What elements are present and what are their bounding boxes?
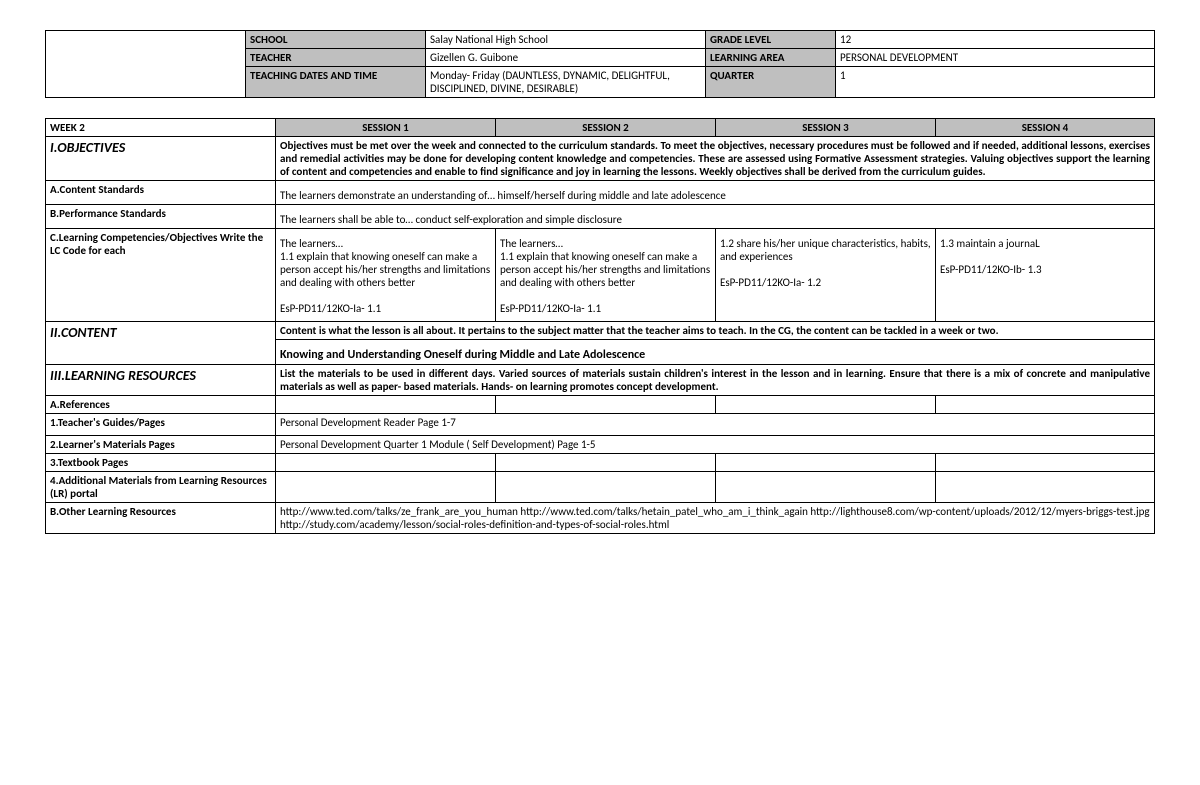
other-resources-label: B.Other Learning Resources: [46, 503, 276, 534]
week-label: WEEK 2: [46, 119, 276, 137]
additional-materials-label: 4.Additional Materials from Learning Res…: [46, 472, 276, 503]
references-s1: [276, 396, 496, 414]
competency-s1: The learners… 1.1 explain that knowing o…: [276, 229, 496, 322]
competencies-label: C.Learning Competencies/Objectives Write…: [46, 229, 276, 322]
references-s2: [496, 396, 716, 414]
session-1: SESSION 1: [276, 119, 496, 137]
session-3: SESSION 3: [716, 119, 936, 137]
resources-header: III.LEARNING RESOURCES: [46, 365, 276, 396]
additional-s2: [496, 472, 716, 503]
objectives-header: I.OBJECTIVES: [46, 137, 276, 181]
references-s3: [716, 396, 936, 414]
session-2: SESSION 2: [496, 119, 716, 137]
textbook-label: 3.Textbook Pages: [46, 454, 276, 472]
school-value: Salay National High School: [426, 31, 706, 49]
learners-materials-label: 2.Learner's Materials Pages: [46, 436, 276, 454]
content-header: II.CONTENT: [46, 322, 276, 365]
resources-note: List the materials to be used in differe…: [276, 365, 1155, 396]
main-table: WEEK 2 SESSION 1 SESSION 2 SESSION 3 SES…: [45, 118, 1155, 534]
textbook-s3: [716, 454, 936, 472]
teachers-guide-text: Personal Development Reader Page 1-7: [276, 414, 1155, 436]
performance-standards-text: The learners shall be able to… conduct s…: [276, 205, 1155, 229]
content-standards-label: A.Content Standards: [46, 181, 276, 205]
area-label: LEARNING AREA: [706, 49, 836, 67]
content-note: Content is what the lesson is all about.…: [276, 322, 1155, 340]
header-table: SCHOOL Salay National High School GRADE …: [45, 30, 1155, 98]
dates-value: Monday- Friday (DAUNTLESS, DYNAMIC, DELI…: [426, 67, 706, 98]
other-resources-text: http://www.ted.com/talks/ze_frank_are_yo…: [276, 503, 1155, 534]
textbook-s2: [496, 454, 716, 472]
area-value: PERSONAL DEVELOPMENT: [836, 49, 1155, 67]
grade-value: 12: [836, 31, 1155, 49]
teacher-value: Gizellen G. Guibone: [426, 49, 706, 67]
session-4: SESSION 4: [936, 119, 1155, 137]
textbook-s1: [276, 454, 496, 472]
content-standards-text: The learners demonstrate an understandin…: [276, 181, 1155, 205]
header-blank: [46, 31, 246, 98]
additional-s1: [276, 472, 496, 503]
competency-s4: 1.3 maintain a journaL EsP-PD11/12KO-Ib-…: [936, 229, 1155, 322]
dates-label: TEACHING DATES AND TIME: [246, 67, 426, 98]
content-title: Knowing and Understanding Oneself during…: [276, 340, 1155, 365]
references-label: A.References: [46, 396, 276, 414]
additional-s4: [936, 472, 1155, 503]
objectives-note: Objectives must be met over the week and…: [276, 137, 1155, 181]
grade-label: GRADE LEVEL: [706, 31, 836, 49]
quarter-label: QUARTER: [706, 67, 836, 98]
school-label: SCHOOL: [246, 31, 426, 49]
teachers-guide-label: 1.Teacher's Guides/Pages: [46, 414, 276, 436]
performance-standards-label: B.Performance Standards: [46, 205, 276, 229]
textbook-s4: [936, 454, 1155, 472]
competency-s3: 1.2 share his/her unique characteristics…: [716, 229, 936, 322]
references-s4: [936, 396, 1155, 414]
learners-materials-text: Personal Development Quarter 1 Module ( …: [276, 436, 1155, 454]
quarter-value: 1: [836, 67, 1155, 98]
competency-s2: The learners… 1.1 explain that knowing o…: [496, 229, 716, 322]
additional-s3: [716, 472, 936, 503]
teacher-label: TEACHER: [246, 49, 426, 67]
